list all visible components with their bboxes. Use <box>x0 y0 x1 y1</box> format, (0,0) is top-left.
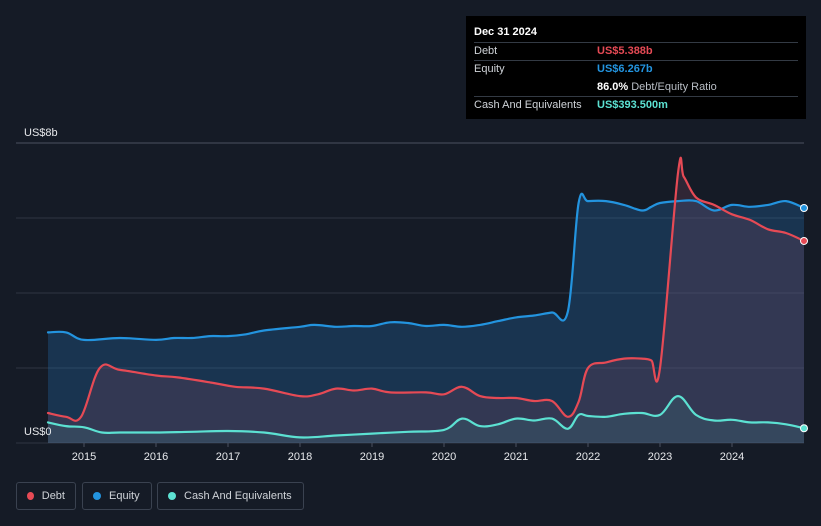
cash-end-point[interactable] <box>800 424 808 433</box>
y-axis-bottom-label: US$0 <box>24 426 52 438</box>
tooltip-ratio-value: 86.0% <box>597 81 629 93</box>
debt-end-point[interactable] <box>800 236 808 245</box>
y-axis-top-label: US$8b <box>24 127 58 139</box>
tooltip-debt-label: Debt <box>474 45 498 57</box>
legend-item-equity[interactable]: Equity <box>82 482 152 510</box>
x-tick-label: 2024 <box>720 451 744 463</box>
legend-debt-label: Debt <box>41 490 65 502</box>
grid-lines <box>16 142 804 444</box>
tooltip-row-equity: Equity US$6.267b <box>474 60 798 78</box>
tooltip-row-cash: Cash And Equivalents US$393.500m <box>474 96 798 114</box>
debt-area <box>48 157 804 444</box>
x-tick-label: 2022 <box>576 451 600 463</box>
x-tick-label: 2021 <box>504 451 528 463</box>
tooltip-equity-label: Equity <box>474 63 505 75</box>
x-axis-ticks: 2015 2016 2017 2018 2019 2020 2021 2022 2023 2024 <box>72 443 744 463</box>
legend-equity-label: Equity <box>109 490 140 502</box>
cash-legend-dot-icon <box>168 492 176 500</box>
x-tick-label: 2018 <box>288 451 312 463</box>
tooltip-row-debt: Debt US$5.388b <box>474 42 798 60</box>
x-tick-label: 2023 <box>648 451 672 463</box>
debt-line <box>46 156 806 422</box>
x-tick-label: 2016 <box>144 451 168 463</box>
equity-legend-dot-icon <box>93 492 101 500</box>
tooltip-row-ratio: 86.0% Debt/Equity Ratio <box>474 78 798 96</box>
x-tick-label: 2020 <box>432 451 456 463</box>
x-tick-label: 2015 <box>72 451 96 463</box>
tooltip-equity-value: US$6.267b <box>597 63 653 75</box>
tooltip-ratio-label: Debt/Equity Ratio <box>631 81 717 93</box>
x-tick-label: 2019 <box>360 451 384 463</box>
series-lines <box>46 156 806 439</box>
legend-cash-label: Cash And Equivalents <box>184 490 292 502</box>
x-tick-label: 2017 <box>216 451 240 463</box>
debt-legend-dot-icon <box>27 492 34 500</box>
tooltip-cash-value: US$393.500m <box>597 99 668 111</box>
data-tooltip: Dec 31 2024 Debt US$5.388b Equity US$6.2… <box>466 16 806 119</box>
equity-area <box>48 193 804 443</box>
equity-end-point[interactable] <box>800 203 808 212</box>
legend-item-cash[interactable]: Cash And Equivalents <box>157 482 304 510</box>
series-end-markers <box>800 203 808 433</box>
tooltip-date: Dec 31 2024 <box>474 26 537 38</box>
tooltip-debt-value: US$5.388b <box>597 45 653 57</box>
legend-item-debt[interactable]: Debt <box>16 482 76 510</box>
equity-line <box>46 192 806 342</box>
cash-line <box>46 395 806 439</box>
tooltip-cash-label: Cash And Equivalents <box>474 99 582 111</box>
